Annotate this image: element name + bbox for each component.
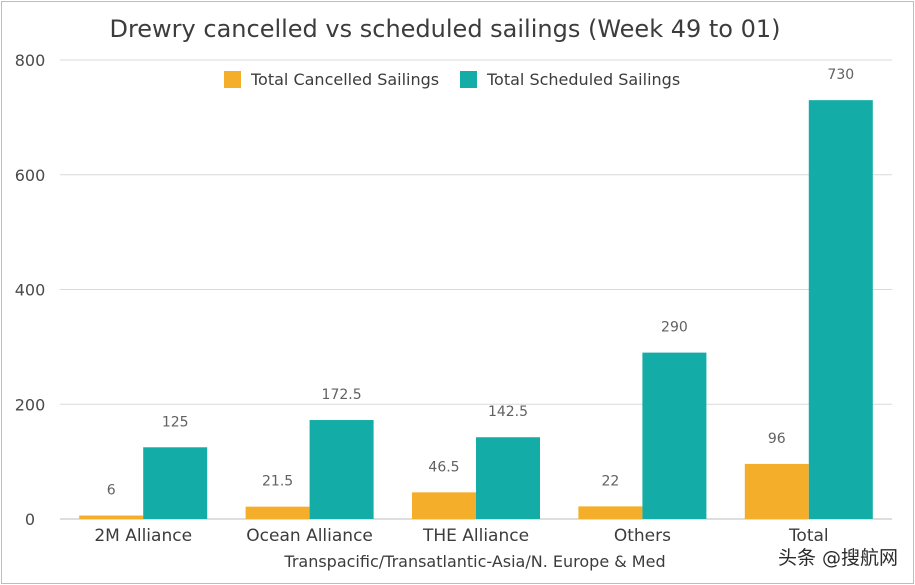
data-label: 730 — [827, 67, 854, 83]
legend-label-cancelled: Total Cancelled Sailings — [250, 70, 439, 89]
data-label: 172.5 — [322, 387, 362, 403]
watermark: 头条 @搜航网 — [778, 547, 898, 569]
category-label: Ocean Alliance — [246, 526, 373, 546]
data-label: 21.5 — [262, 474, 293, 490]
cancelled-bar — [744, 463, 809, 519]
cancelled-bar — [245, 506, 310, 519]
scheduled-bar — [642, 352, 707, 519]
category-label: Total — [788, 526, 829, 546]
y-axis-ticks: 0 200 400 600 800 — [15, 51, 46, 529]
scheduled-bar — [476, 437, 540, 519]
data-label: 6 — [107, 483, 116, 499]
cancelled-bar — [578, 506, 643, 519]
data-label: 125 — [162, 414, 189, 430]
data-label: 22 — [601, 473, 619, 489]
y-tick-label: 0 — [25, 510, 35, 529]
y-tick-label: 800 — [15, 51, 46, 70]
y-tick-label: 200 — [15, 395, 46, 414]
scheduled-bar — [808, 100, 873, 519]
y-tick-label: 400 — [15, 281, 46, 300]
data-label: 46.5 — [428, 459, 459, 475]
data-label: 142.5 — [488, 404, 528, 420]
scheduled-bar — [143, 447, 208, 519]
data-label: 96 — [768, 431, 786, 447]
chart-title: Drewry cancelled vs scheduled sailings (… — [109, 15, 780, 43]
legend-label-scheduled: Total Scheduled Sailings — [486, 70, 680, 89]
legend-swatch-cancelled — [224, 71, 241, 88]
cancelled-bar — [412, 492, 476, 519]
category-label: 2M Alliance — [94, 526, 192, 546]
category-label: THE Alliance — [422, 526, 529, 546]
data-label: 290 — [661, 320, 688, 336]
bars: 6 125 21.5 172.5 46.5 142.5 22 290 96 730 — [79, 67, 873, 519]
category-label: Others — [614, 526, 671, 546]
x-axis-label: Transpacific/Transatlantic-Asia/N. Europ… — [283, 552, 665, 571]
scheduled-bar — [309, 420, 374, 519]
cancelled-bar — [79, 515, 144, 519]
legend: Total Cancelled Sailings Total Scheduled … — [224, 70, 680, 89]
x-axis-categories: 2M Alliance Ocean Alliance THE Alliance Oth… — [94, 526, 828, 546]
y-tick-label: 600 — [15, 166, 46, 185]
legend-swatch-scheduled — [460, 71, 477, 88]
